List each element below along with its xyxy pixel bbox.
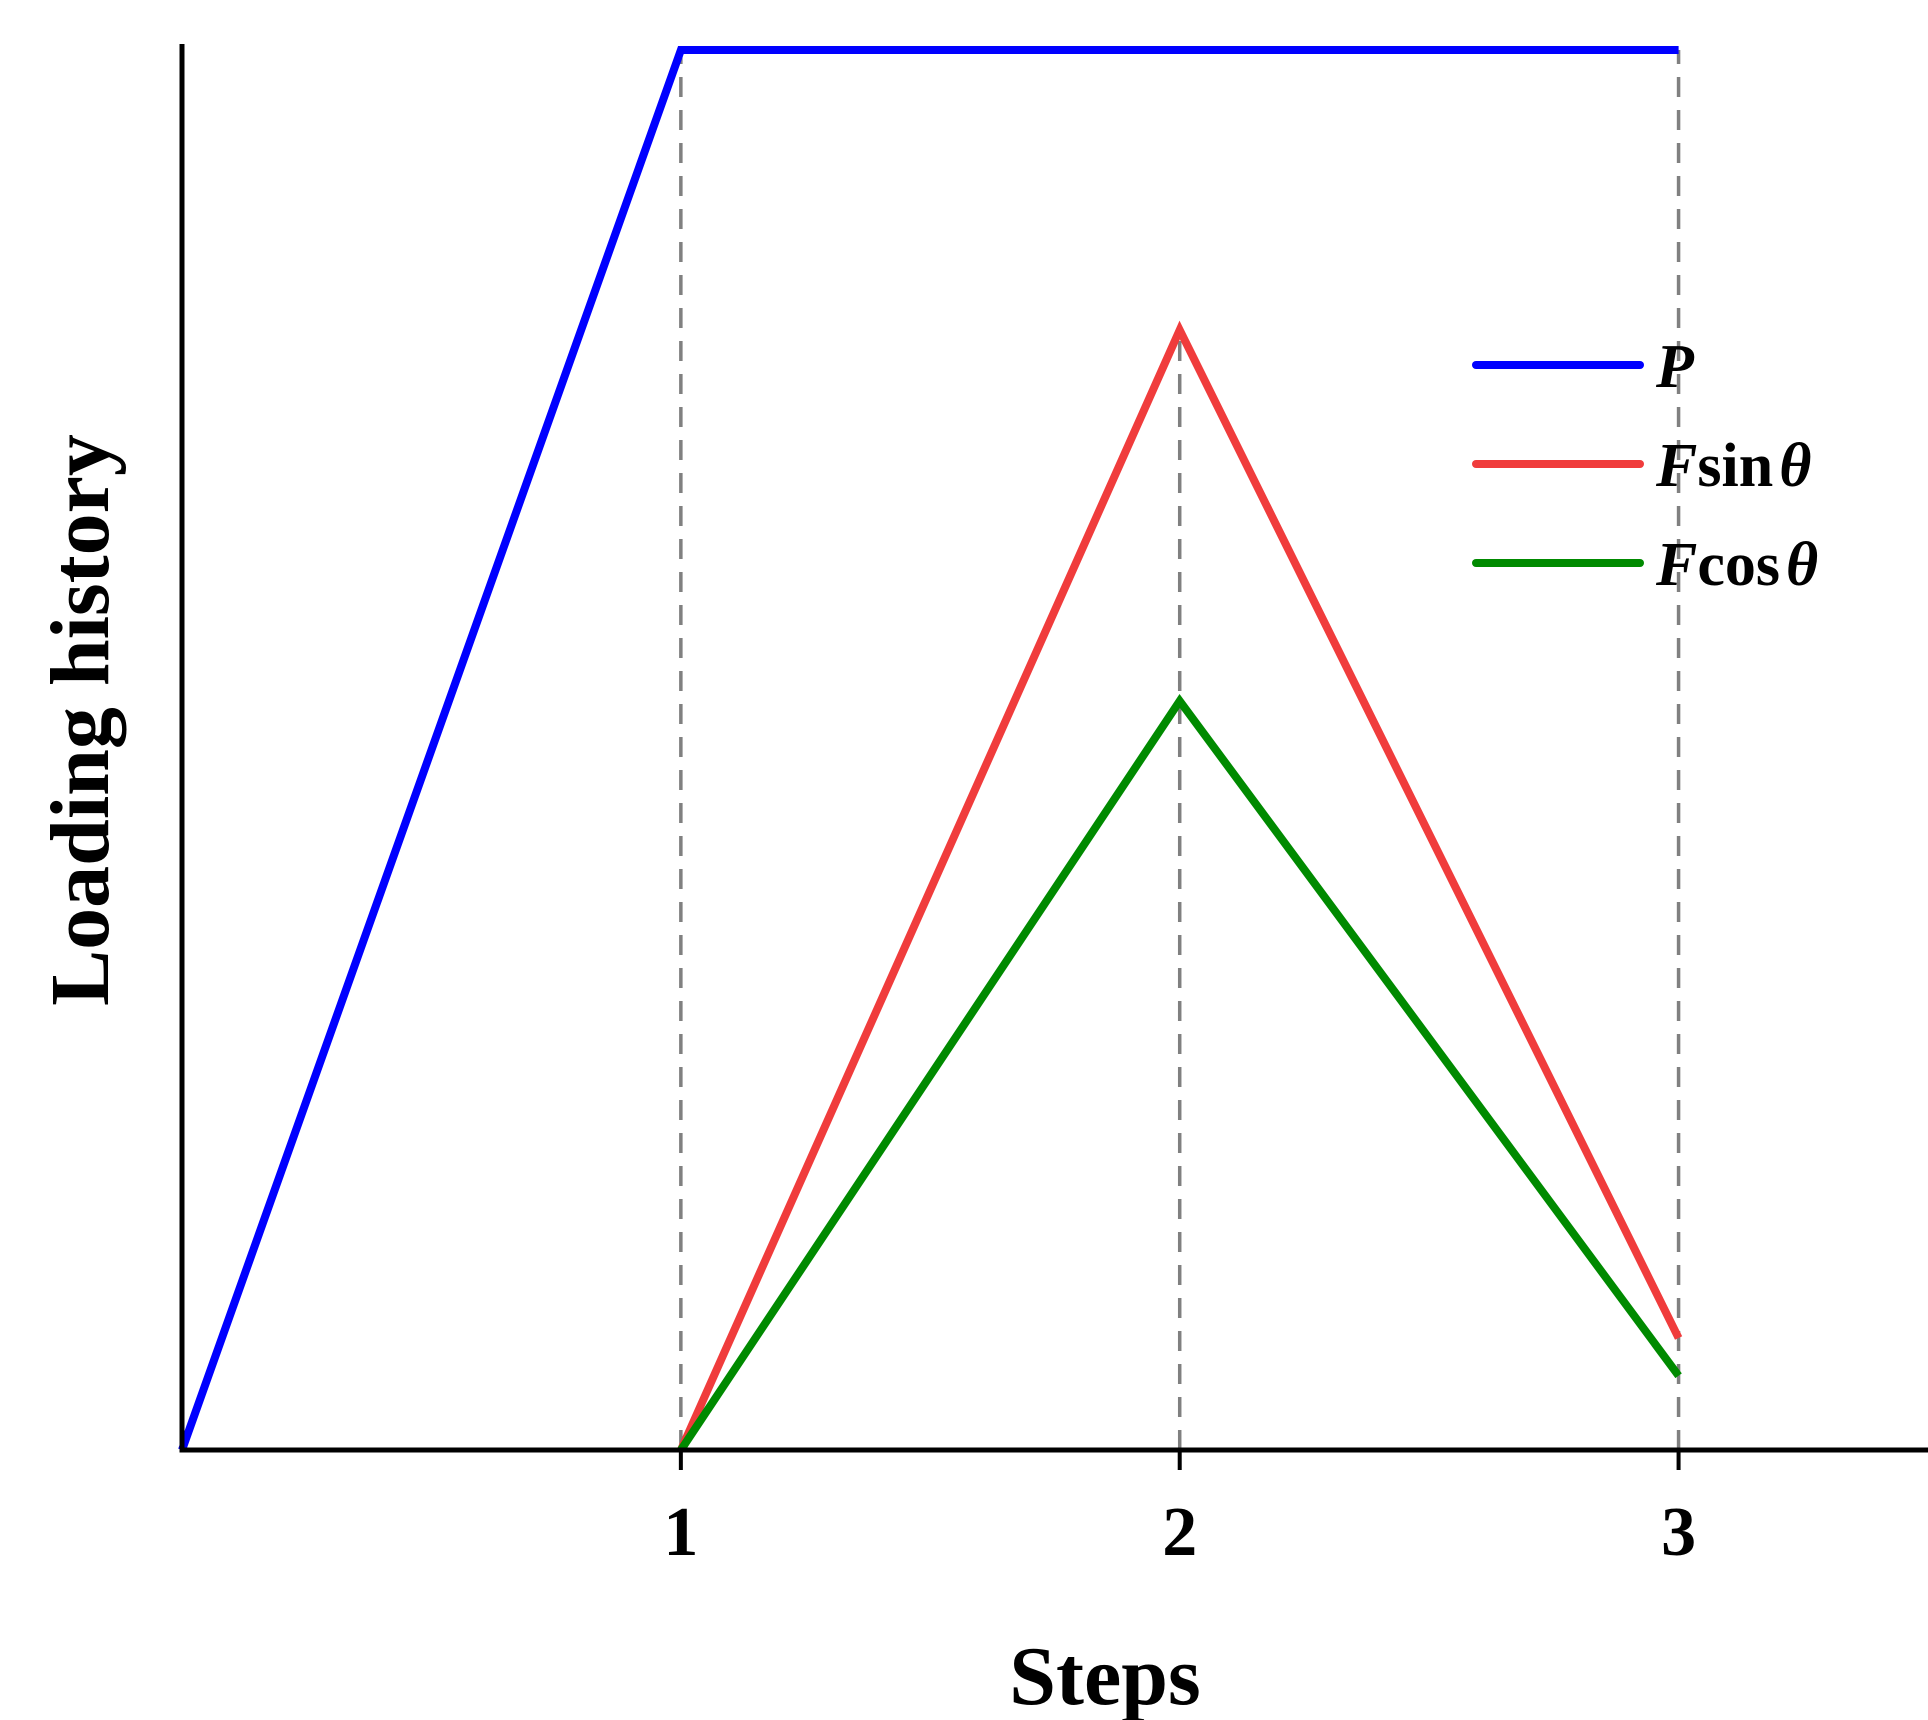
x-axis-ticks xyxy=(678,1450,1681,1470)
legend-label-symbol: θ xyxy=(1779,432,1811,500)
legend-label-2: Fsinθ xyxy=(1655,432,1811,500)
vertical-guide-lines xyxy=(679,50,1681,1450)
legend-label-function: sin xyxy=(1697,432,1773,500)
legend-label-function: cos xyxy=(1697,531,1780,599)
x-tick-label-1: 1 xyxy=(663,1494,698,1571)
x-axis-tick-labels: 1 2 3 xyxy=(663,1494,1696,1571)
legend-label-1: P xyxy=(1655,333,1695,401)
legend-label-variable: P xyxy=(1655,333,1695,401)
series-line-3 xyxy=(677,694,1682,1453)
legend-label-variable: F xyxy=(1655,432,1697,500)
legend-label-3: Fcosθ xyxy=(1655,531,1818,599)
x-axis-title: Steps xyxy=(1009,1630,1200,1720)
x-tick-label-2: 2 xyxy=(1162,1494,1197,1571)
series-lines xyxy=(178,46,1683,1453)
legend-label-symbol: θ xyxy=(1786,531,1818,599)
x-tick-label-3: 3 xyxy=(1661,1494,1696,1571)
series-line-2 xyxy=(677,320,1683,1452)
axes xyxy=(179,44,1928,1453)
legend-label-variable: F xyxy=(1655,531,1697,599)
series-line-1 xyxy=(178,46,1679,1452)
y-axis-title: Loading history xyxy=(34,434,127,1006)
